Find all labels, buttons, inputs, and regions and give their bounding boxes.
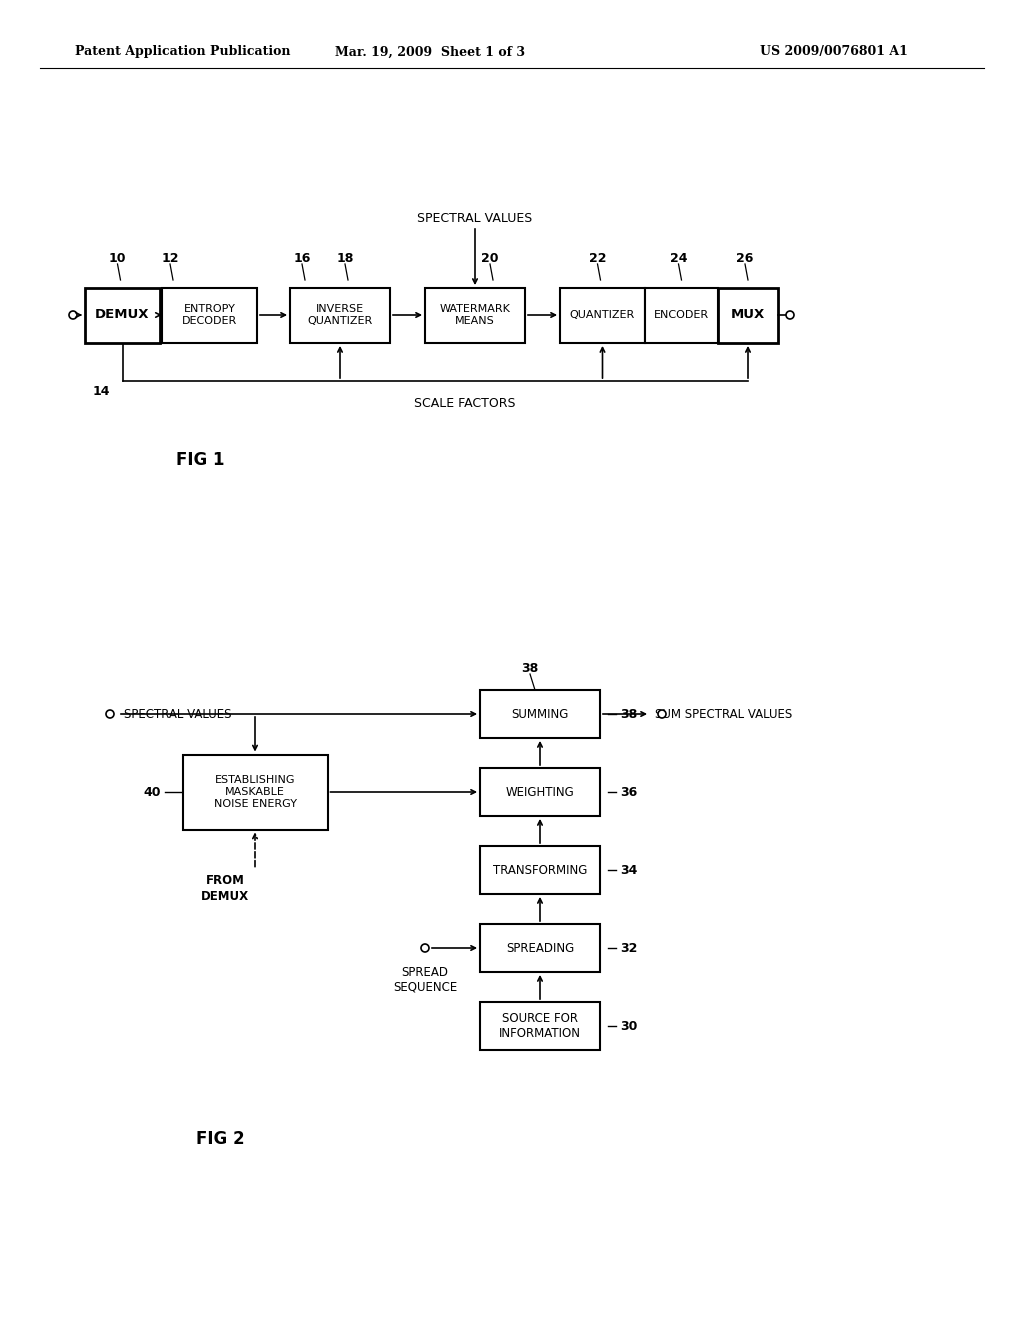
Text: SPECTRAL VALUES: SPECTRAL VALUES xyxy=(124,708,231,721)
Bar xyxy=(560,288,645,343)
Text: Mar. 19, 2009  Sheet 1 of 3: Mar. 19, 2009 Sheet 1 of 3 xyxy=(335,45,525,58)
Bar xyxy=(290,288,390,343)
Bar xyxy=(645,288,718,343)
Text: FIG 1: FIG 1 xyxy=(176,451,224,469)
Text: 36: 36 xyxy=(620,785,637,799)
Circle shape xyxy=(69,312,77,319)
Text: SUM SPECTRAL VALUES: SUM SPECTRAL VALUES xyxy=(655,708,793,721)
Text: 34: 34 xyxy=(620,863,637,876)
Bar xyxy=(480,924,600,972)
Bar xyxy=(480,846,600,894)
Circle shape xyxy=(786,312,794,319)
Text: 38: 38 xyxy=(620,708,637,721)
Text: US 2009/0076801 A1: US 2009/0076801 A1 xyxy=(760,45,908,58)
Text: 26: 26 xyxy=(736,252,754,264)
Text: 24: 24 xyxy=(670,252,687,264)
Bar xyxy=(162,288,257,343)
Text: 20: 20 xyxy=(481,252,499,264)
Bar xyxy=(480,768,600,816)
Text: 16: 16 xyxy=(293,252,310,264)
Text: DEMUX: DEMUX xyxy=(95,309,150,322)
Text: SUMMING: SUMMING xyxy=(511,708,568,721)
Text: ENTROPY
DECODER: ENTROPY DECODER xyxy=(182,304,238,326)
Text: MUX: MUX xyxy=(731,309,765,322)
Text: 30: 30 xyxy=(620,1019,637,1032)
Text: TRANSFORMING: TRANSFORMING xyxy=(493,863,587,876)
Text: FROM
DEMUX: FROM DEMUX xyxy=(201,874,249,903)
Text: QUANTIZER: QUANTIZER xyxy=(570,310,635,319)
Text: 38: 38 xyxy=(521,661,539,675)
Text: 40: 40 xyxy=(143,785,161,799)
Text: ENCODER: ENCODER xyxy=(654,310,709,319)
Text: SCALE FACTORS: SCALE FACTORS xyxy=(415,397,516,411)
Text: 22: 22 xyxy=(589,252,606,264)
Text: SPREADING: SPREADING xyxy=(506,941,574,954)
Text: 12: 12 xyxy=(161,252,179,264)
Bar xyxy=(85,288,160,343)
Bar xyxy=(425,288,525,343)
Text: 14: 14 xyxy=(93,385,111,399)
Text: WATERMARK
MEANS: WATERMARK MEANS xyxy=(439,304,510,326)
Text: SPECTRAL VALUES: SPECTRAL VALUES xyxy=(418,211,532,224)
Text: 32: 32 xyxy=(620,941,637,954)
Text: ESTABLISHING
MASKABLE
NOISE ENERGY: ESTABLISHING MASKABLE NOISE ENERGY xyxy=(213,775,297,809)
Bar xyxy=(718,288,778,343)
Circle shape xyxy=(106,710,114,718)
Text: Patent Application Publication: Patent Application Publication xyxy=(75,45,291,58)
Bar xyxy=(480,1002,600,1049)
Text: SOURCE FOR
INFORMATION: SOURCE FOR INFORMATION xyxy=(499,1012,581,1040)
Bar xyxy=(480,690,600,738)
Text: FIG 2: FIG 2 xyxy=(196,1130,245,1148)
Bar xyxy=(182,755,328,829)
Text: 10: 10 xyxy=(109,252,126,264)
Text: SPREAD
SEQUENCE: SPREAD SEQUENCE xyxy=(393,966,457,994)
Text: INVERSE
QUANTIZER: INVERSE QUANTIZER xyxy=(307,304,373,326)
Text: 18: 18 xyxy=(336,252,353,264)
Circle shape xyxy=(421,944,429,952)
Text: WEIGHTING: WEIGHTING xyxy=(506,785,574,799)
Circle shape xyxy=(658,710,666,718)
